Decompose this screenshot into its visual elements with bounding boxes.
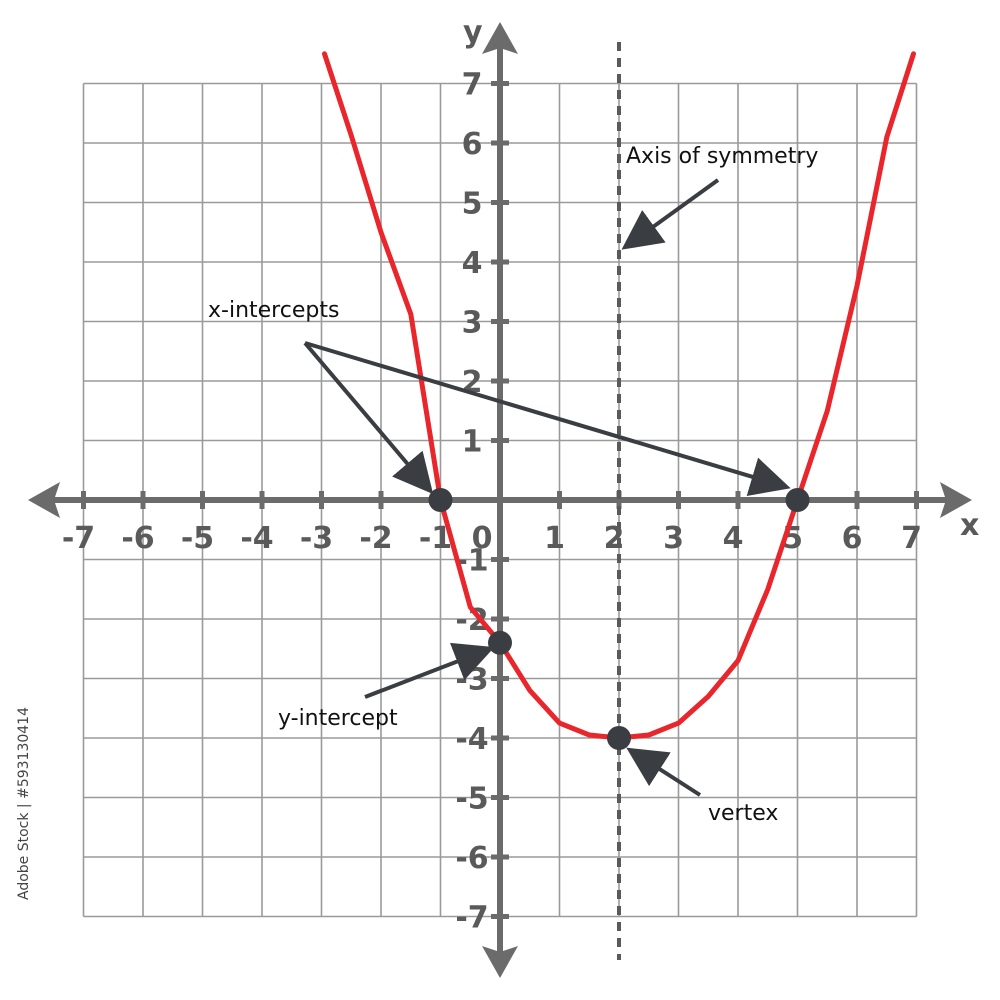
y-tick-label: 1: [462, 425, 483, 460]
x-intercept-left-point: [428, 488, 453, 512]
tick-labels: -7 -6 -5 -4 -3 -2 -1 0 1 2 3 4 5 6 7-7-6-5-4-3-2-11234…: [62, 68, 922, 936]
arrow-x-intercept-left: [303, 341, 434, 495]
annotations: x y Axis of symmetry x-intercepts y-inte…: [16, 15, 979, 900]
y-tick-label: 7: [462, 68, 483, 103]
axis-of-symmetry-label: Axis of symmetry: [626, 144, 818, 169]
arrow-vertex: [626, 747, 702, 797]
x-axis-arrow-left: [28, 482, 60, 518]
x-axis-arrow-right: [940, 482, 972, 518]
x-tick-label: -5: [181, 521, 214, 556]
y-axis-arrow-bottom: [482, 946, 518, 978]
key-points: [428, 488, 810, 750]
x-tick-label: 7: [901, 521, 922, 556]
y-tick-label: -5: [455, 782, 488, 817]
y-intercept-point: [488, 630, 512, 655]
x-tick-label: 6: [842, 521, 863, 556]
y-tick-label: 5: [462, 187, 483, 222]
x-tick-label: -3: [300, 521, 333, 556]
x-tick-label: 2: [604, 521, 625, 556]
axes: [28, 22, 972, 978]
y-axis-label: y: [463, 15, 483, 50]
x-axis-label: x: [960, 508, 979, 543]
x-tick-label: 4: [723, 521, 744, 556]
vertex-point: [607, 726, 631, 750]
stock-id-label: Adobe Stock | #593130414: [16, 707, 32, 900]
x-tick-label: -6: [121, 521, 154, 556]
y-tick-label: -4: [455, 722, 488, 757]
x-tick-label: 0: [472, 521, 493, 556]
y-tick-label: -3: [455, 663, 488, 698]
x-tick-label: -2: [359, 521, 392, 556]
y-tick-label: 6: [462, 127, 483, 162]
y-intercept-label: y-intercept: [278, 706, 398, 731]
arrow-y-intercept: [364, 642, 495, 699]
y-tick-label: -6: [455, 841, 488, 876]
x-tick-label: 1: [544, 521, 565, 556]
y-axis-arrow-top: [482, 22, 518, 54]
x-intercepts-label: x-intercepts: [208, 298, 339, 323]
x-tick-label: -4: [240, 521, 273, 556]
vertex-label: vertex: [708, 801, 778, 826]
x-tick-label: 3: [663, 521, 684, 556]
y-tick-label: 4: [462, 246, 483, 281]
y-tick-label: 3: [462, 306, 483, 341]
x-intercept-right-point: [785, 488, 810, 512]
arrow-x-intercept-right: [304, 341, 791, 496]
y-tick-label: -7: [455, 901, 488, 936]
arrow-axis-of-symmetry: [621, 178, 720, 250]
x-tick-label: -7: [62, 521, 95, 556]
